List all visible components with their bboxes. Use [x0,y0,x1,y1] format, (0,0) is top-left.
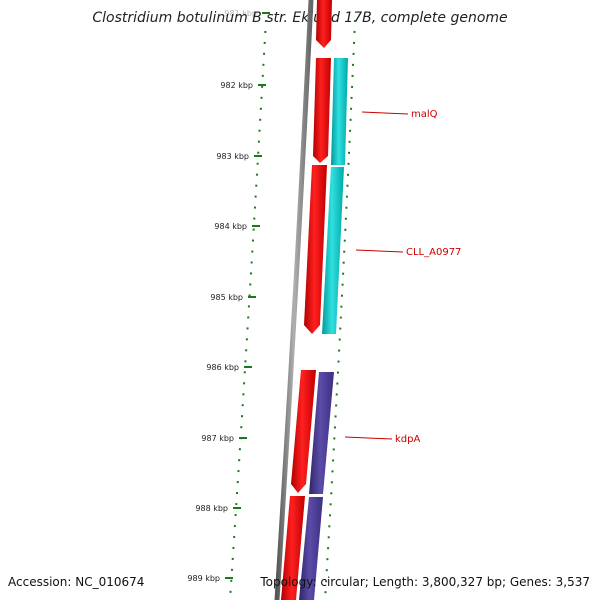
gene-label-leader [361,111,409,115]
gene-CLL_A0977-feature [322,167,344,334]
gene-label-leader [355,249,404,253]
ruler-tick-label: 983 kbp [216,152,249,161]
gene-label-malq: malQ [411,109,438,120]
ruler-tick-label: 989 kbp [187,574,220,583]
gene-label-cll_a0977: CLL_A0977 [406,247,461,258]
gene-red-bottom [281,496,305,600]
genome-backbone [274,0,314,600]
gene-red-top [316,0,332,48]
ruler-tick-label: 988 kbp [195,504,228,513]
ruler-tick-label: 985 kbp [210,293,243,302]
ruler-ticks: 981 kbp 982 kbp 983 kbp 984 kbp 985 kbp 986 k… [187,9,270,583]
gene-purple-bottom [299,497,323,600]
accession-text: Accession: NC_010674 [8,575,145,589]
ruler-tick-label: 987 kbp [201,434,234,443]
ruler-tick-label: 986 kbp [206,363,239,372]
gene-red-malQ-region [313,58,331,163]
topology-text: Topology: circular; Length: 3,800,327 bp… [260,575,590,589]
ruler-tick-label: 982 kbp [220,81,253,90]
gene-red-CLL_A0977 [304,165,327,334]
gene-malQ-feature [331,58,348,165]
inner-dotted-track [229,19,267,600]
gene-label-kdpa: kdpA [395,434,420,445]
gene-labels: malQ CLL_A0977 kdpA [344,109,461,445]
ruler-tick-label: 981 kbp [224,9,257,18]
gene-kdpA-feature [309,372,334,494]
map-title: Clostridium botulinum B str. Eklund 17B,… [92,10,508,26]
gene-red-kdpA-region [291,370,316,493]
ruler-tick-label: 984 kbp [214,222,247,231]
gene-label-leader [344,436,393,440]
